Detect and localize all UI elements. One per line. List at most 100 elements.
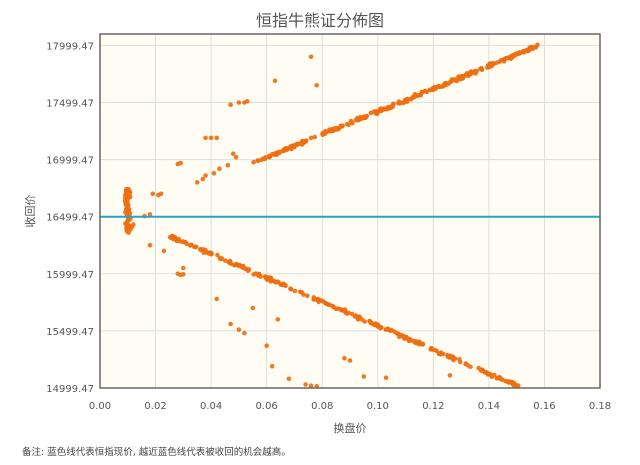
data-point [200, 176, 206, 182]
data-point [396, 99, 402, 104]
x-tick-label: 0.12 [422, 401, 444, 412]
data-point [458, 359, 463, 365]
data-point [124, 191, 130, 197]
data-point [267, 155, 272, 160]
data-point [482, 370, 487, 375]
data-point [161, 248, 167, 254]
data-point [405, 96, 411, 102]
data-point [407, 337, 412, 343]
data-point [342, 355, 347, 361]
data-point [367, 318, 373, 324]
y-tick-label: 14999.47 [46, 384, 94, 395]
data-point [250, 305, 256, 311]
data-point [225, 163, 231, 168]
data-point [327, 302, 332, 308]
data-point [124, 186, 129, 192]
data-point [315, 296, 321, 302]
data-point [372, 322, 378, 328]
data-point [178, 160, 183, 166]
data-point [449, 77, 455, 82]
data-point [330, 304, 336, 310]
data-point [181, 265, 186, 271]
data-point [308, 54, 314, 60]
data-point [521, 50, 527, 55]
data-point [364, 113, 370, 119]
x-tick-label: 0.14 [478, 401, 500, 412]
data-point [383, 106, 388, 111]
data-point [326, 128, 331, 134]
data-point [272, 78, 278, 84]
data-point [383, 375, 389, 381]
data-point [445, 352, 450, 358]
data-point [359, 317, 365, 322]
tick-labels: 0.00 0.02 0.04 0.06 0.08 0.10 0.12 0.14 0.16 0.18… [46, 41, 611, 412]
data-point [378, 106, 383, 111]
data-point [410, 94, 416, 100]
data-point [516, 51, 522, 56]
data-point [308, 383, 314, 389]
data-point [291, 144, 297, 150]
data-point [272, 278, 277, 284]
data-point [432, 85, 437, 91]
data-point [264, 275, 270, 281]
data-point [214, 296, 219, 302]
x-tick-label: 0.04 [200, 401, 222, 412]
data-point [124, 212, 129, 217]
footnote: 备注: 蓝色线代表恒指现价, 越近蓝色线代表被收回的机会越高。 [22, 447, 291, 458]
data-point [246, 267, 251, 273]
data-point [339, 308, 345, 313]
data-point [236, 327, 242, 333]
data-point [305, 293, 310, 299]
data-point [355, 115, 360, 121]
data-point [508, 56, 514, 61]
data-point [283, 282, 288, 288]
x-tick-label: 0.06 [256, 401, 278, 412]
data-point [299, 290, 304, 295]
data-point [264, 343, 270, 349]
data-point [473, 69, 479, 75]
data-point [288, 286, 293, 292]
data-point [355, 317, 361, 322]
data-point [344, 311, 350, 316]
data-point [131, 222, 136, 227]
x-tick-label: 0.18 [589, 401, 611, 412]
data-point [436, 84, 442, 89]
data-point [258, 274, 263, 279]
data-point [125, 196, 131, 201]
data-point [172, 234, 178, 240]
scatter-chart: 0.00 0.02 0.04 0.06 0.08 0.10 0.12 0.14 0.16 0.18… [23, 33, 611, 435]
data-point [420, 342, 426, 347]
data-point [228, 321, 233, 327]
data-point [236, 100, 242, 105]
data-point [312, 134, 318, 140]
data-points [122, 42, 540, 389]
data-point [283, 146, 288, 151]
data-point [509, 379, 515, 385]
x-axis-title: 换盘价 [334, 421, 367, 435]
data-point [203, 135, 208, 141]
data-point [251, 272, 256, 277]
data-point [424, 89, 430, 94]
data-point [234, 262, 240, 267]
y-tick-label: 17499.47 [46, 99, 94, 110]
data-point [287, 146, 292, 151]
data-point [308, 135, 314, 141]
data-point [478, 367, 484, 373]
data-point [217, 166, 222, 171]
data-point [368, 110, 374, 116]
data-point [447, 373, 453, 378]
data-point [491, 61, 497, 67]
data-point [392, 329, 397, 335]
data-point [311, 295, 317, 300]
y-tick-label: 15499.47 [46, 327, 94, 338]
data-point [263, 155, 268, 160]
data-point [330, 128, 336, 134]
data-point [373, 109, 378, 114]
x-tick-label: 0.02 [144, 401, 166, 412]
data-point [158, 191, 164, 197]
data-point [497, 59, 503, 64]
data-point [203, 173, 208, 178]
data-point [524, 47, 530, 53]
data-point [314, 83, 320, 88]
data-point [376, 323, 381, 328]
